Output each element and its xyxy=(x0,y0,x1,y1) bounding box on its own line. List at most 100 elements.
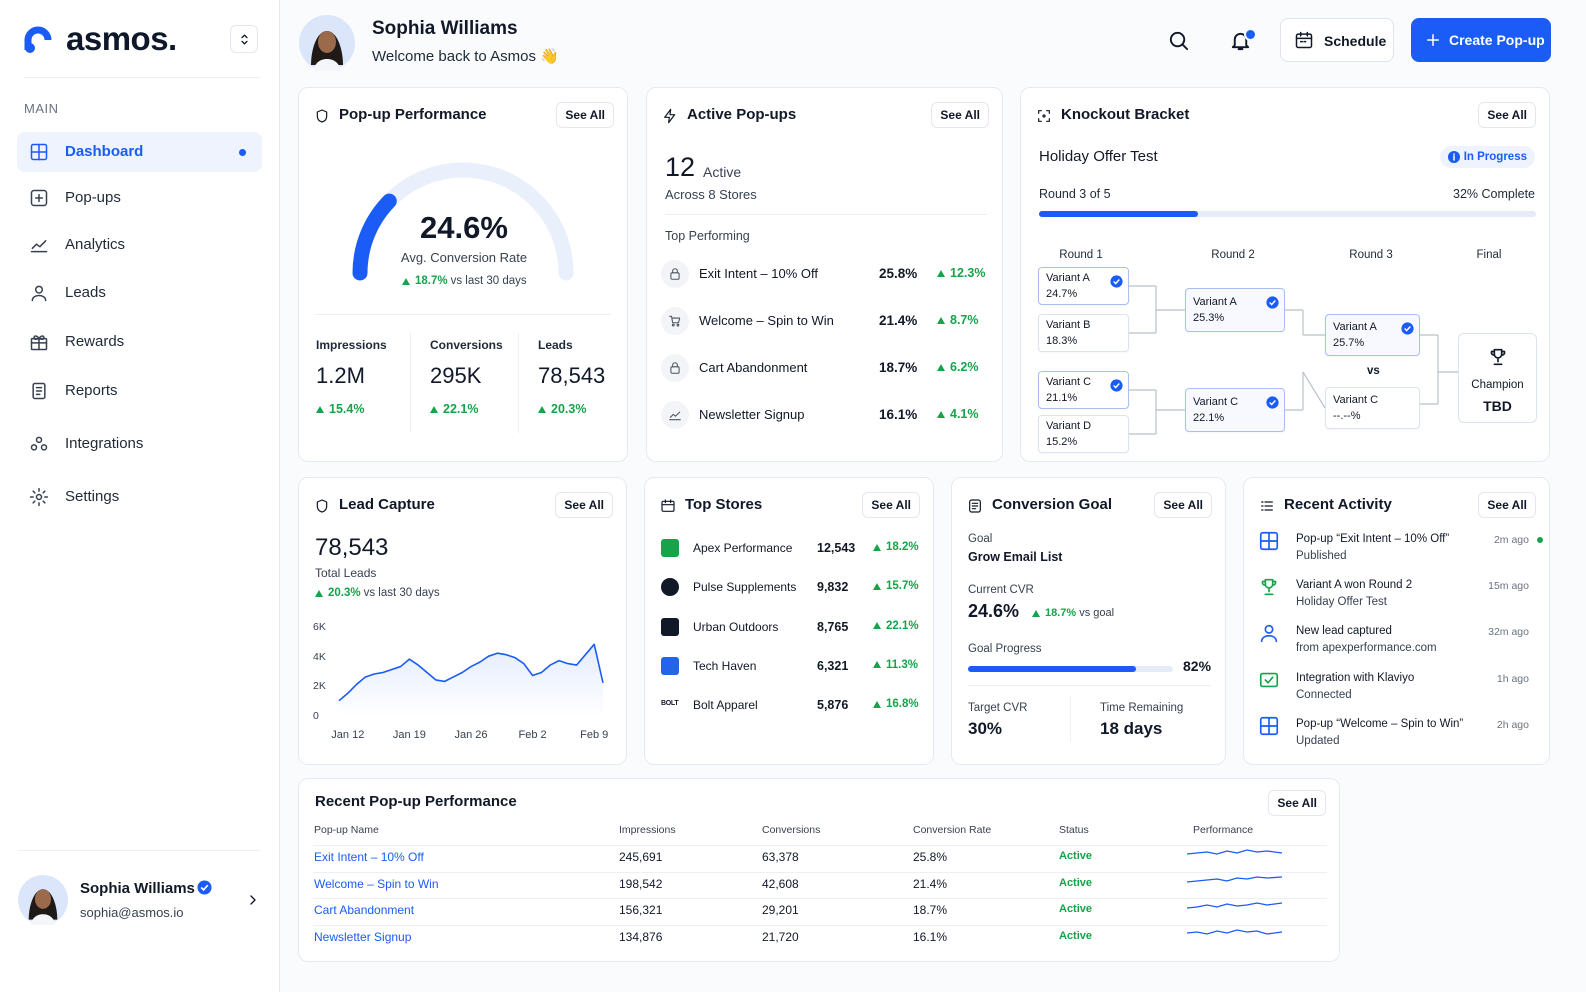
bracket-box: Variant A 25.3% xyxy=(1185,288,1285,332)
table-cell: Active xyxy=(1059,930,1093,943)
see-all-button[interactable]: See All xyxy=(1154,492,1212,518)
icon xyxy=(1261,579,1277,596)
nav-item[interactable]: Rewards xyxy=(17,322,262,362)
graphic xyxy=(1186,849,1283,855)
graphic xyxy=(1129,285,1458,435)
table-cell: 42,608 xyxy=(762,876,799,891)
nav-item[interactable]: Integrations xyxy=(17,424,262,464)
activity-time: 2m ago xyxy=(1493,534,1529,546)
icon-part xyxy=(1404,325,1411,332)
row-divider xyxy=(313,925,1327,926)
x-tick-label: Jan 12 xyxy=(331,729,365,741)
nav-item[interactable]: Analytics xyxy=(17,225,262,265)
icon xyxy=(661,499,675,512)
graphic xyxy=(1447,151,1460,163)
store-value: 8,765 xyxy=(817,619,849,634)
up-arrow xyxy=(538,405,546,413)
icon-part xyxy=(1113,278,1120,285)
divider xyxy=(18,850,260,851)
table-cell: Active xyxy=(1059,876,1093,889)
graphic xyxy=(1186,929,1283,935)
column-header: Pop-up Name xyxy=(314,824,379,836)
change-value: 18.7% xyxy=(1045,607,1077,619)
up-arrow xyxy=(873,582,881,590)
popup-name: Newsletter Signup xyxy=(699,407,805,422)
gauge-label: 24.6% xyxy=(420,210,508,245)
up-arrow xyxy=(430,405,438,413)
sidebar-toggle[interactable] xyxy=(230,25,258,53)
y-tick-label: 6K xyxy=(313,621,326,633)
graphic xyxy=(197,880,212,895)
round-header: Round 2 xyxy=(1211,249,1255,261)
change: 18.7% vs last 30 days xyxy=(402,275,527,287)
variant-rate: 22.1% xyxy=(1193,412,1225,424)
see-all-button[interactable]: See All xyxy=(556,102,614,128)
nav-item[interactable]: Leads xyxy=(17,273,262,313)
table-cell: 21,720 xyxy=(762,930,799,945)
change: 15.4% xyxy=(316,402,364,416)
sparkline xyxy=(1186,929,1283,935)
icon-part xyxy=(676,323,680,327)
icon xyxy=(1259,716,1279,735)
line-area xyxy=(339,644,603,717)
table-cell: 21.4% xyxy=(913,876,948,891)
graphic xyxy=(352,162,574,281)
card: Recent Pop-up Performance See All Pop-up N… xyxy=(298,778,1340,962)
schedule-button[interactable]: Schedule xyxy=(1280,18,1394,62)
change: 22.1% xyxy=(430,402,478,416)
icon-part xyxy=(1110,275,1123,288)
up-arrow xyxy=(873,622,881,630)
count-label: Active xyxy=(703,164,742,180)
see-all-button[interactable]: See All xyxy=(555,492,613,518)
change-note: vs goal xyxy=(1079,607,1115,619)
store-value: 9,832 xyxy=(817,580,849,595)
up-arrow xyxy=(316,405,324,413)
create-button[interactable]: Create Pop-up xyxy=(1411,18,1551,62)
see-all-button[interactable]: See All xyxy=(931,102,989,128)
line xyxy=(338,643,604,702)
item-icon-bg xyxy=(661,307,689,335)
store-logo xyxy=(661,578,679,597)
change-value: 11.3% xyxy=(886,658,918,671)
stat-value: 1.2M xyxy=(316,363,365,388)
change: 6.2% xyxy=(937,360,979,374)
icon-part xyxy=(32,382,46,400)
up-arrow xyxy=(937,269,945,277)
icon-part xyxy=(200,884,209,892)
variant-rate: 18.3% xyxy=(1046,335,1078,347)
card: Conversion Goal See All Goal Grow Email Lis… xyxy=(951,477,1226,765)
icon-part xyxy=(670,366,680,374)
store-name: Apex Performance xyxy=(693,541,793,555)
nav-item[interactable]: Dashboard xyxy=(17,132,262,172)
x-tick-label: Jan 26 xyxy=(454,729,488,741)
y-tick-label: 0 xyxy=(313,710,319,722)
icon-part xyxy=(971,502,979,510)
icon-part xyxy=(30,335,48,351)
table-cell: 29,201 xyxy=(762,903,799,918)
see-all-button[interactable]: See All xyxy=(1268,790,1326,816)
activity-sub: Holiday Offer Test xyxy=(1296,596,1387,609)
change: 15.7% xyxy=(873,580,919,592)
unread-dot xyxy=(1537,537,1543,543)
brand: asmos. xyxy=(66,20,177,57)
card-title: Recent Pop-up Performance xyxy=(315,793,517,810)
nav-item[interactable]: Pop-ups xyxy=(17,178,262,218)
row-divider xyxy=(313,872,1327,873)
store-name: Pulse Supplements xyxy=(693,580,797,595)
icon-part xyxy=(1259,672,1279,687)
see-all-button[interactable]: See All xyxy=(862,492,920,518)
card: Active Pop-ups See All 12 Active Across 8 St… xyxy=(646,87,1003,462)
nav-item[interactable]: Reports xyxy=(17,371,262,411)
change-note: vs last 30 days xyxy=(450,275,527,287)
progress-title: Goal Progress xyxy=(968,643,1042,655)
icon-part xyxy=(1042,114,1046,118)
see-all-button[interactable]: See All xyxy=(1478,492,1536,518)
see-all-button[interactable]: See All xyxy=(1478,102,1536,128)
icon-part xyxy=(1261,579,1277,596)
variant-name: Variant C xyxy=(1193,396,1239,408)
up-arrow xyxy=(315,589,323,597)
change-value: 15.4% xyxy=(329,402,365,416)
nav-item[interactable]: Settings xyxy=(17,477,262,517)
icon xyxy=(316,109,328,123)
